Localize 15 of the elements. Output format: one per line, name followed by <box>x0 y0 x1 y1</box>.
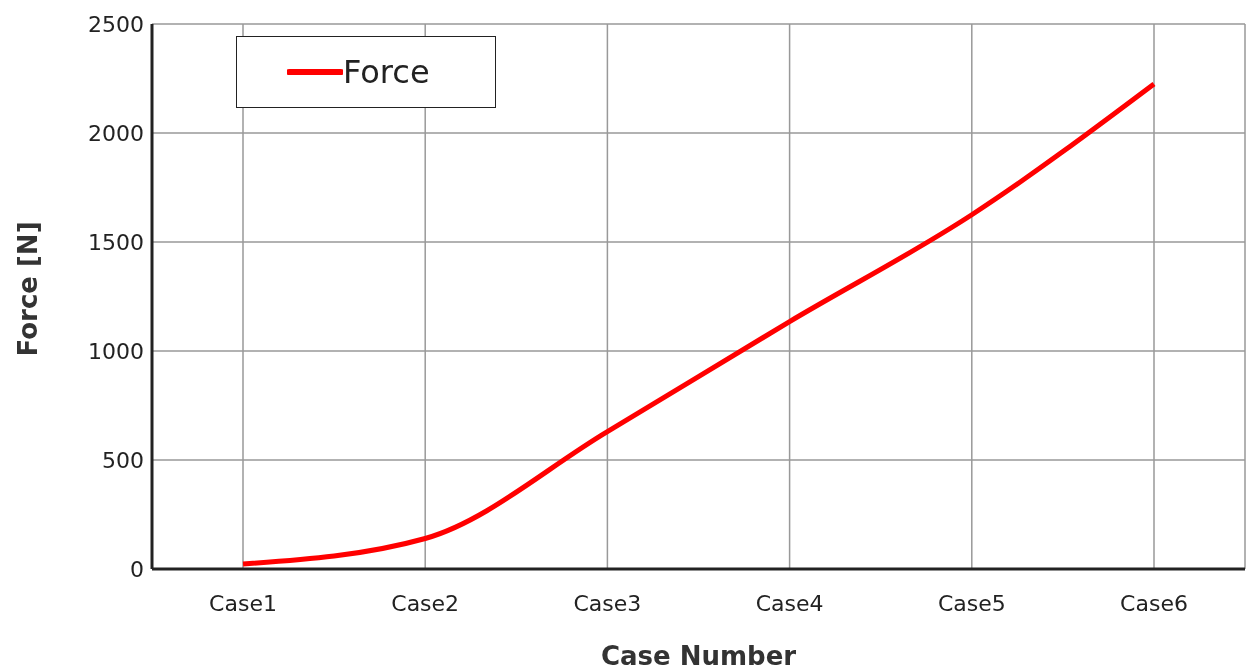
legend-label: Force <box>343 53 430 91</box>
x-tick-label: Case3 <box>573 590 642 616</box>
x-tick-label: Case6 <box>1120 590 1188 616</box>
x-axis-title: Case Number <box>600 641 797 669</box>
y-tick-label: 1000 <box>88 338 144 364</box>
x-tick-label: Case2 <box>391 590 460 616</box>
x-tick-label: Case5 <box>937 590 1006 616</box>
x-tick-label: Case1 <box>209 590 277 616</box>
y-axis-title: Force [N] <box>13 221 44 357</box>
y-tick-label: 2500 <box>88 11 144 37</box>
x-tick-label: Case4 <box>755 590 824 616</box>
y-tick-label: 0 <box>130 556 144 582</box>
y-tick-label: 2000 <box>88 120 144 146</box>
y-tick-label: 500 <box>102 447 144 473</box>
y-tick-label: 1500 <box>88 229 144 255</box>
